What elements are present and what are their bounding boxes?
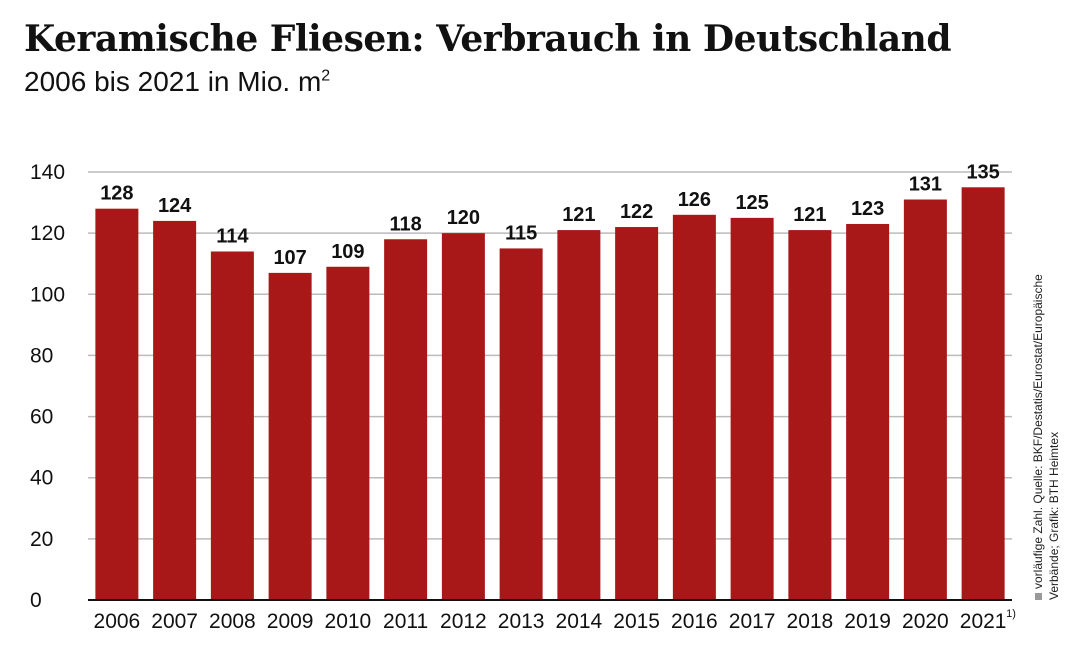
x-tick-label: 2017 bbox=[729, 610, 776, 633]
bar bbox=[903, 199, 947, 600]
bar bbox=[672, 214, 716, 601]
bar bbox=[326, 266, 370, 600]
data-label: 131 bbox=[909, 174, 942, 196]
source-line-2: Verbände; Grafik: BTH Heimtex bbox=[1047, 431, 1061, 600]
x-tick-label: 2015 bbox=[613, 610, 660, 633]
data-label: 128 bbox=[100, 183, 133, 205]
bar bbox=[846, 223, 890, 600]
y-tick-label: 100 bbox=[30, 283, 65, 306]
data-label: 135 bbox=[966, 161, 999, 183]
footnote-square-icon bbox=[1035, 593, 1042, 600]
bar bbox=[384, 239, 428, 600]
bar bbox=[153, 220, 197, 600]
x-tick-label: 2012 bbox=[440, 610, 487, 633]
data-label: 109 bbox=[331, 241, 364, 263]
y-tick-label: 60 bbox=[30, 406, 53, 429]
bar bbox=[557, 230, 601, 601]
source-line-1: vorläufige Zahl. Quelle: BKF/Destatis/Eu… bbox=[1031, 274, 1045, 589]
x-tick-label: 2010 bbox=[325, 610, 372, 633]
data-label: 120 bbox=[447, 207, 480, 229]
x-tick-label: 2016 bbox=[671, 610, 718, 633]
bar bbox=[95, 208, 139, 600]
y-tick-label: 80 bbox=[30, 344, 53, 367]
x-tick-label: 2008 bbox=[209, 610, 256, 633]
bar bbox=[499, 248, 543, 600]
data-label: 125 bbox=[735, 192, 768, 214]
bar bbox=[961, 187, 1005, 601]
data-label: 121 bbox=[562, 204, 595, 226]
data-label: 121 bbox=[793, 204, 826, 226]
bar bbox=[615, 227, 659, 600]
y-tick-label: 40 bbox=[30, 467, 53, 490]
x-tick-label: 2013 bbox=[498, 610, 545, 633]
data-label: 107 bbox=[273, 247, 306, 269]
data-label: 126 bbox=[678, 189, 711, 211]
data-label: 123 bbox=[851, 198, 884, 220]
x-tick-label: 2006 bbox=[94, 610, 141, 633]
y-tick-label: 0 bbox=[30, 589, 42, 612]
x-tick-label: 2011 bbox=[383, 610, 428, 633]
data-label: 122 bbox=[620, 201, 653, 223]
y-tick-label: 20 bbox=[30, 528, 53, 551]
y-tick-label: 140 bbox=[30, 161, 65, 184]
source-note: vorläufige Zahl. Quelle: BKF/Destatis/Eu… bbox=[1030, 240, 1062, 600]
data-label: 124 bbox=[158, 195, 192, 217]
x-tick-label: 2014 bbox=[556, 610, 603, 633]
data-label: 114 bbox=[216, 225, 249, 247]
chart-title: Keramische Fliesen: Verbrauch in Deutsch… bbox=[24, 18, 952, 60]
data-label: 115 bbox=[505, 222, 537, 244]
subtitle-text: 2006 bis 2021 in Mio. m bbox=[24, 66, 322, 97]
x-tick-label: 2020 bbox=[902, 610, 949, 633]
x-tick-label: 2019 bbox=[844, 610, 891, 633]
x-tick-label: 2009 bbox=[267, 610, 314, 633]
bar bbox=[788, 230, 832, 601]
chart-subtitle: 2006 bis 2021 in Mio. m2 bbox=[24, 66, 330, 98]
x-tick-label: 2007 bbox=[151, 610, 198, 633]
subtitle-superscript: 2 bbox=[321, 67, 331, 85]
bar bbox=[268, 272, 312, 600]
bar bbox=[210, 251, 254, 600]
data-label: 118 bbox=[389, 213, 421, 235]
bar bbox=[441, 233, 485, 600]
footnote-mark: 1) bbox=[1006, 608, 1016, 620]
y-tick-label: 120 bbox=[30, 222, 65, 245]
x-tick-label: 2021 bbox=[960, 610, 1007, 633]
bar bbox=[730, 217, 774, 600]
x-tick-label: 2018 bbox=[787, 610, 834, 633]
